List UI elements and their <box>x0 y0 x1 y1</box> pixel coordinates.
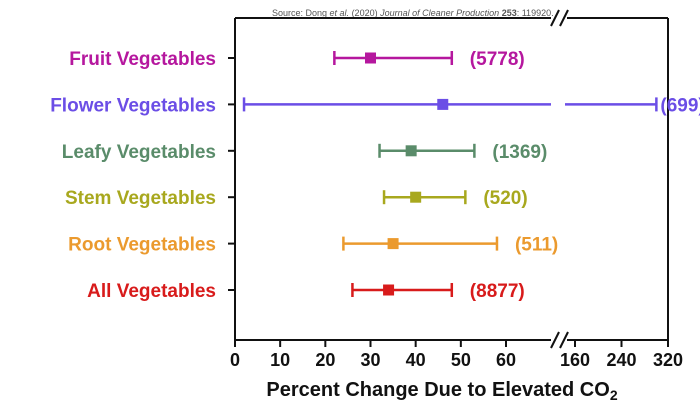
x-axis-title: Percent Change Due to Elevated CO2 <box>266 379 617 403</box>
source-prefix: Source: Dong <box>272 8 330 18</box>
source-volume: 253 <box>502 8 517 18</box>
sample-size-label: (520) <box>483 188 527 209</box>
x-tick-label: 40 <box>406 350 426 370</box>
mean-marker <box>410 191 422 203</box>
errorbar-fruit-vegetables: (5778) <box>333 49 525 70</box>
sample-size-label: (8877) <box>470 281 525 302</box>
plot-frame <box>234 17 669 341</box>
x-axis-ticks: 0 10 20 30 40 50 60 160 240 320 <box>230 340 683 370</box>
category-labels: Fruit Vegetables Flower Vegetables Leafy V… <box>50 49 235 302</box>
category-label: Fruit Vegetables <box>69 49 216 70</box>
x-tick-label: 10 <box>270 350 290 370</box>
x-tick-label: 0 <box>230 350 240 370</box>
category-label: All Vegetables <box>87 281 216 302</box>
x-tick-label: 50 <box>451 350 471 370</box>
mean-marker <box>405 145 417 157</box>
axis-break-mark <box>559 9 569 27</box>
x-tick-label: 20 <box>315 350 335 370</box>
sample-size-label: (699) <box>660 95 700 116</box>
axis-break-mark <box>559 331 569 349</box>
source-citation: Source: Dong et al. (2020) Journal of Cl… <box>272 8 554 18</box>
category-label: Flower Vegetables <box>50 95 216 116</box>
axis-breaks <box>550 9 569 349</box>
axis-break-mark <box>550 9 560 27</box>
mean-marker <box>387 238 399 250</box>
sample-size-label: (1369) <box>492 142 547 163</box>
errorbar-stem-vegetables: (520) <box>382 188 528 209</box>
mean-marker <box>437 98 449 110</box>
source-middle: (2020) <box>349 8 380 18</box>
source-etal: et al. <box>330 8 350 18</box>
errorbar-root-vegetables: (511) <box>342 235 558 256</box>
x-tick-label: 320 <box>653 350 683 370</box>
category-label: Leafy Vegetables <box>62 142 216 163</box>
x-tick-label: 30 <box>360 350 380 370</box>
sample-size-label: (511) <box>515 235 558 256</box>
error-bars: (5778) (699) (1369) (520) (511) (8877) <box>242 49 700 302</box>
x-tick-label: 160 <box>560 350 590 370</box>
x-tick-label: 60 <box>496 350 516 370</box>
category-label: Stem Vegetables <box>65 188 216 209</box>
errorbar-flower-vegetables: (699) <box>242 95 700 116</box>
x-axis-title-subscript: 2 <box>610 387 618 403</box>
x-axis-title-main: Percent Change Due to Elevated CO <box>266 379 609 401</box>
category-label: Root Vegetables <box>68 235 216 256</box>
sample-size-label: (5778) <box>470 49 525 70</box>
errorbar-all-vegetables: (8877) <box>351 281 525 302</box>
axis-break-mark <box>550 331 560 349</box>
x-tick-label: 240 <box>606 350 636 370</box>
mean-marker <box>383 284 395 296</box>
source-journal: Journal of Cleaner Production <box>379 8 499 18</box>
source-pages: : 119920. <box>517 8 554 18</box>
errorbar-leafy-vegetables: (1369) <box>378 142 547 163</box>
mean-marker <box>365 52 376 64</box>
